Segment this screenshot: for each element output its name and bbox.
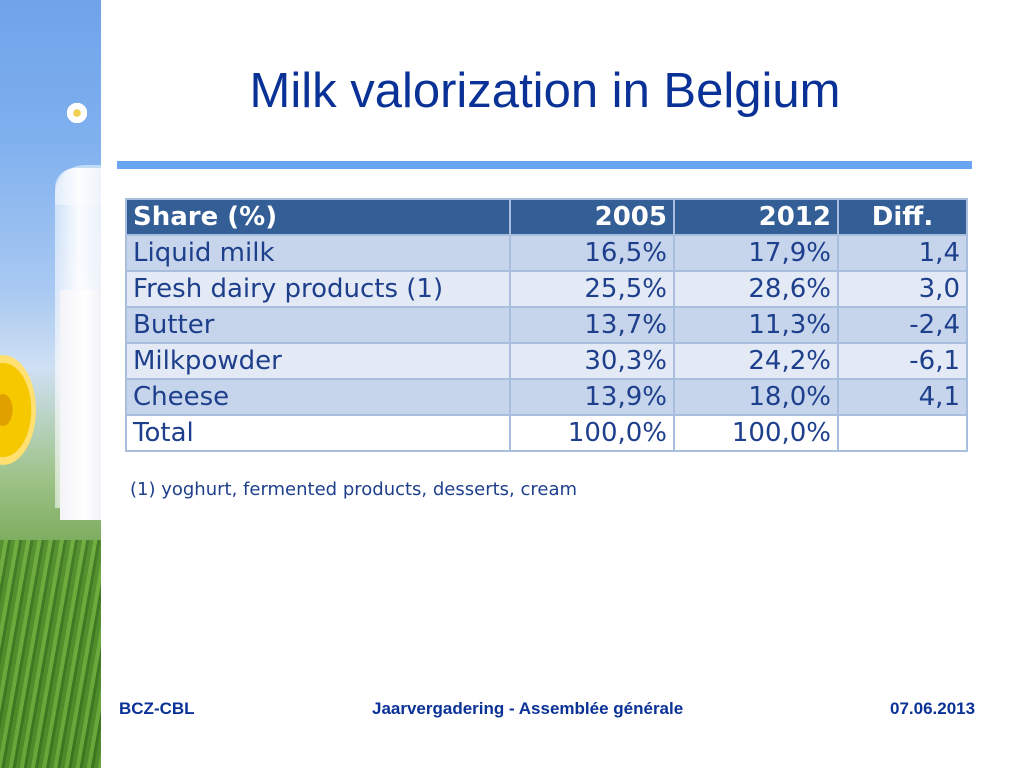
cell-2012: 28,6% <box>673 270 839 308</box>
table-footnote: (1) yoghurt, fermented products, dessert… <box>130 479 578 500</box>
row-label: Butter <box>125 306 511 344</box>
table-row: Milkpowder 30,3% 24,2% -6,1 <box>125 342 968 380</box>
header-cell-share: Share (%) <box>125 198 511 236</box>
cell-2012: 18,0% <box>673 378 839 416</box>
cell-diff <box>837 414 968 452</box>
table-header-row: Share (%) 2005 2012 Diff. <box>125 198 968 236</box>
table-row: Cheese 13,9% 18,0% 4,1 <box>125 378 968 416</box>
grass-image <box>0 540 101 768</box>
header-cell-2012: 2012 <box>673 198 839 236</box>
row-label: Liquid milk <box>125 234 511 272</box>
cell-diff: 1,4 <box>837 234 968 272</box>
table-row: Butter 13,7% 11,3% -2,4 <box>125 306 968 344</box>
cell-2005: 100,0% <box>509 414 675 452</box>
table-row: Fresh dairy products (1) 25,5% 28,6% 3,0 <box>125 270 968 308</box>
cell-2012: 24,2% <box>673 342 839 380</box>
cell-diff: -6,1 <box>837 342 968 380</box>
cell-diff: -2,4 <box>837 306 968 344</box>
footer-date: 07.06.2013 <box>890 699 976 718</box>
header-cell-2005: 2005 <box>509 198 675 236</box>
footer-organization: BCZ-CBL <box>119 699 195 718</box>
slide-title: Milk valorization in Belgium <box>249 64 841 118</box>
cell-diff: 3,0 <box>837 270 968 308</box>
table-row: Liquid milk 16,5% 17,9% 1,4 <box>125 234 968 272</box>
row-label: Cheese <box>125 378 511 416</box>
cell-2005: 30,3% <box>509 342 675 380</box>
row-label: Total <box>125 414 511 452</box>
cell-2012: 100,0% <box>673 414 839 452</box>
title-divider <box>117 161 972 169</box>
white-flower-image <box>64 100 90 126</box>
yellow-flower-image <box>0 355 36 465</box>
cell-2005: 25,5% <box>509 270 675 308</box>
table-total-row: Total 100,0% 100,0% <box>125 414 968 452</box>
header-cell-diff: Diff. <box>837 198 968 236</box>
cell-2012: 11,3% <box>673 306 839 344</box>
share-table: Share (%) 2005 2012 Diff. Liquid milk 16… <box>125 198 968 452</box>
milk-fill <box>60 290 101 520</box>
row-label: Milkpowder <box>125 342 511 380</box>
side-photo-strip <box>0 0 101 768</box>
cell-diff: 4,1 <box>837 378 968 416</box>
row-label: Fresh dairy products (1) <box>125 270 511 308</box>
cell-2012: 17,9% <box>673 234 839 272</box>
cell-2005: 13,9% <box>509 378 675 416</box>
cell-2005: 16,5% <box>509 234 675 272</box>
cell-2005: 13,7% <box>509 306 675 344</box>
footer-event: Jaarvergadering - Assemblée générale <box>372 699 684 718</box>
